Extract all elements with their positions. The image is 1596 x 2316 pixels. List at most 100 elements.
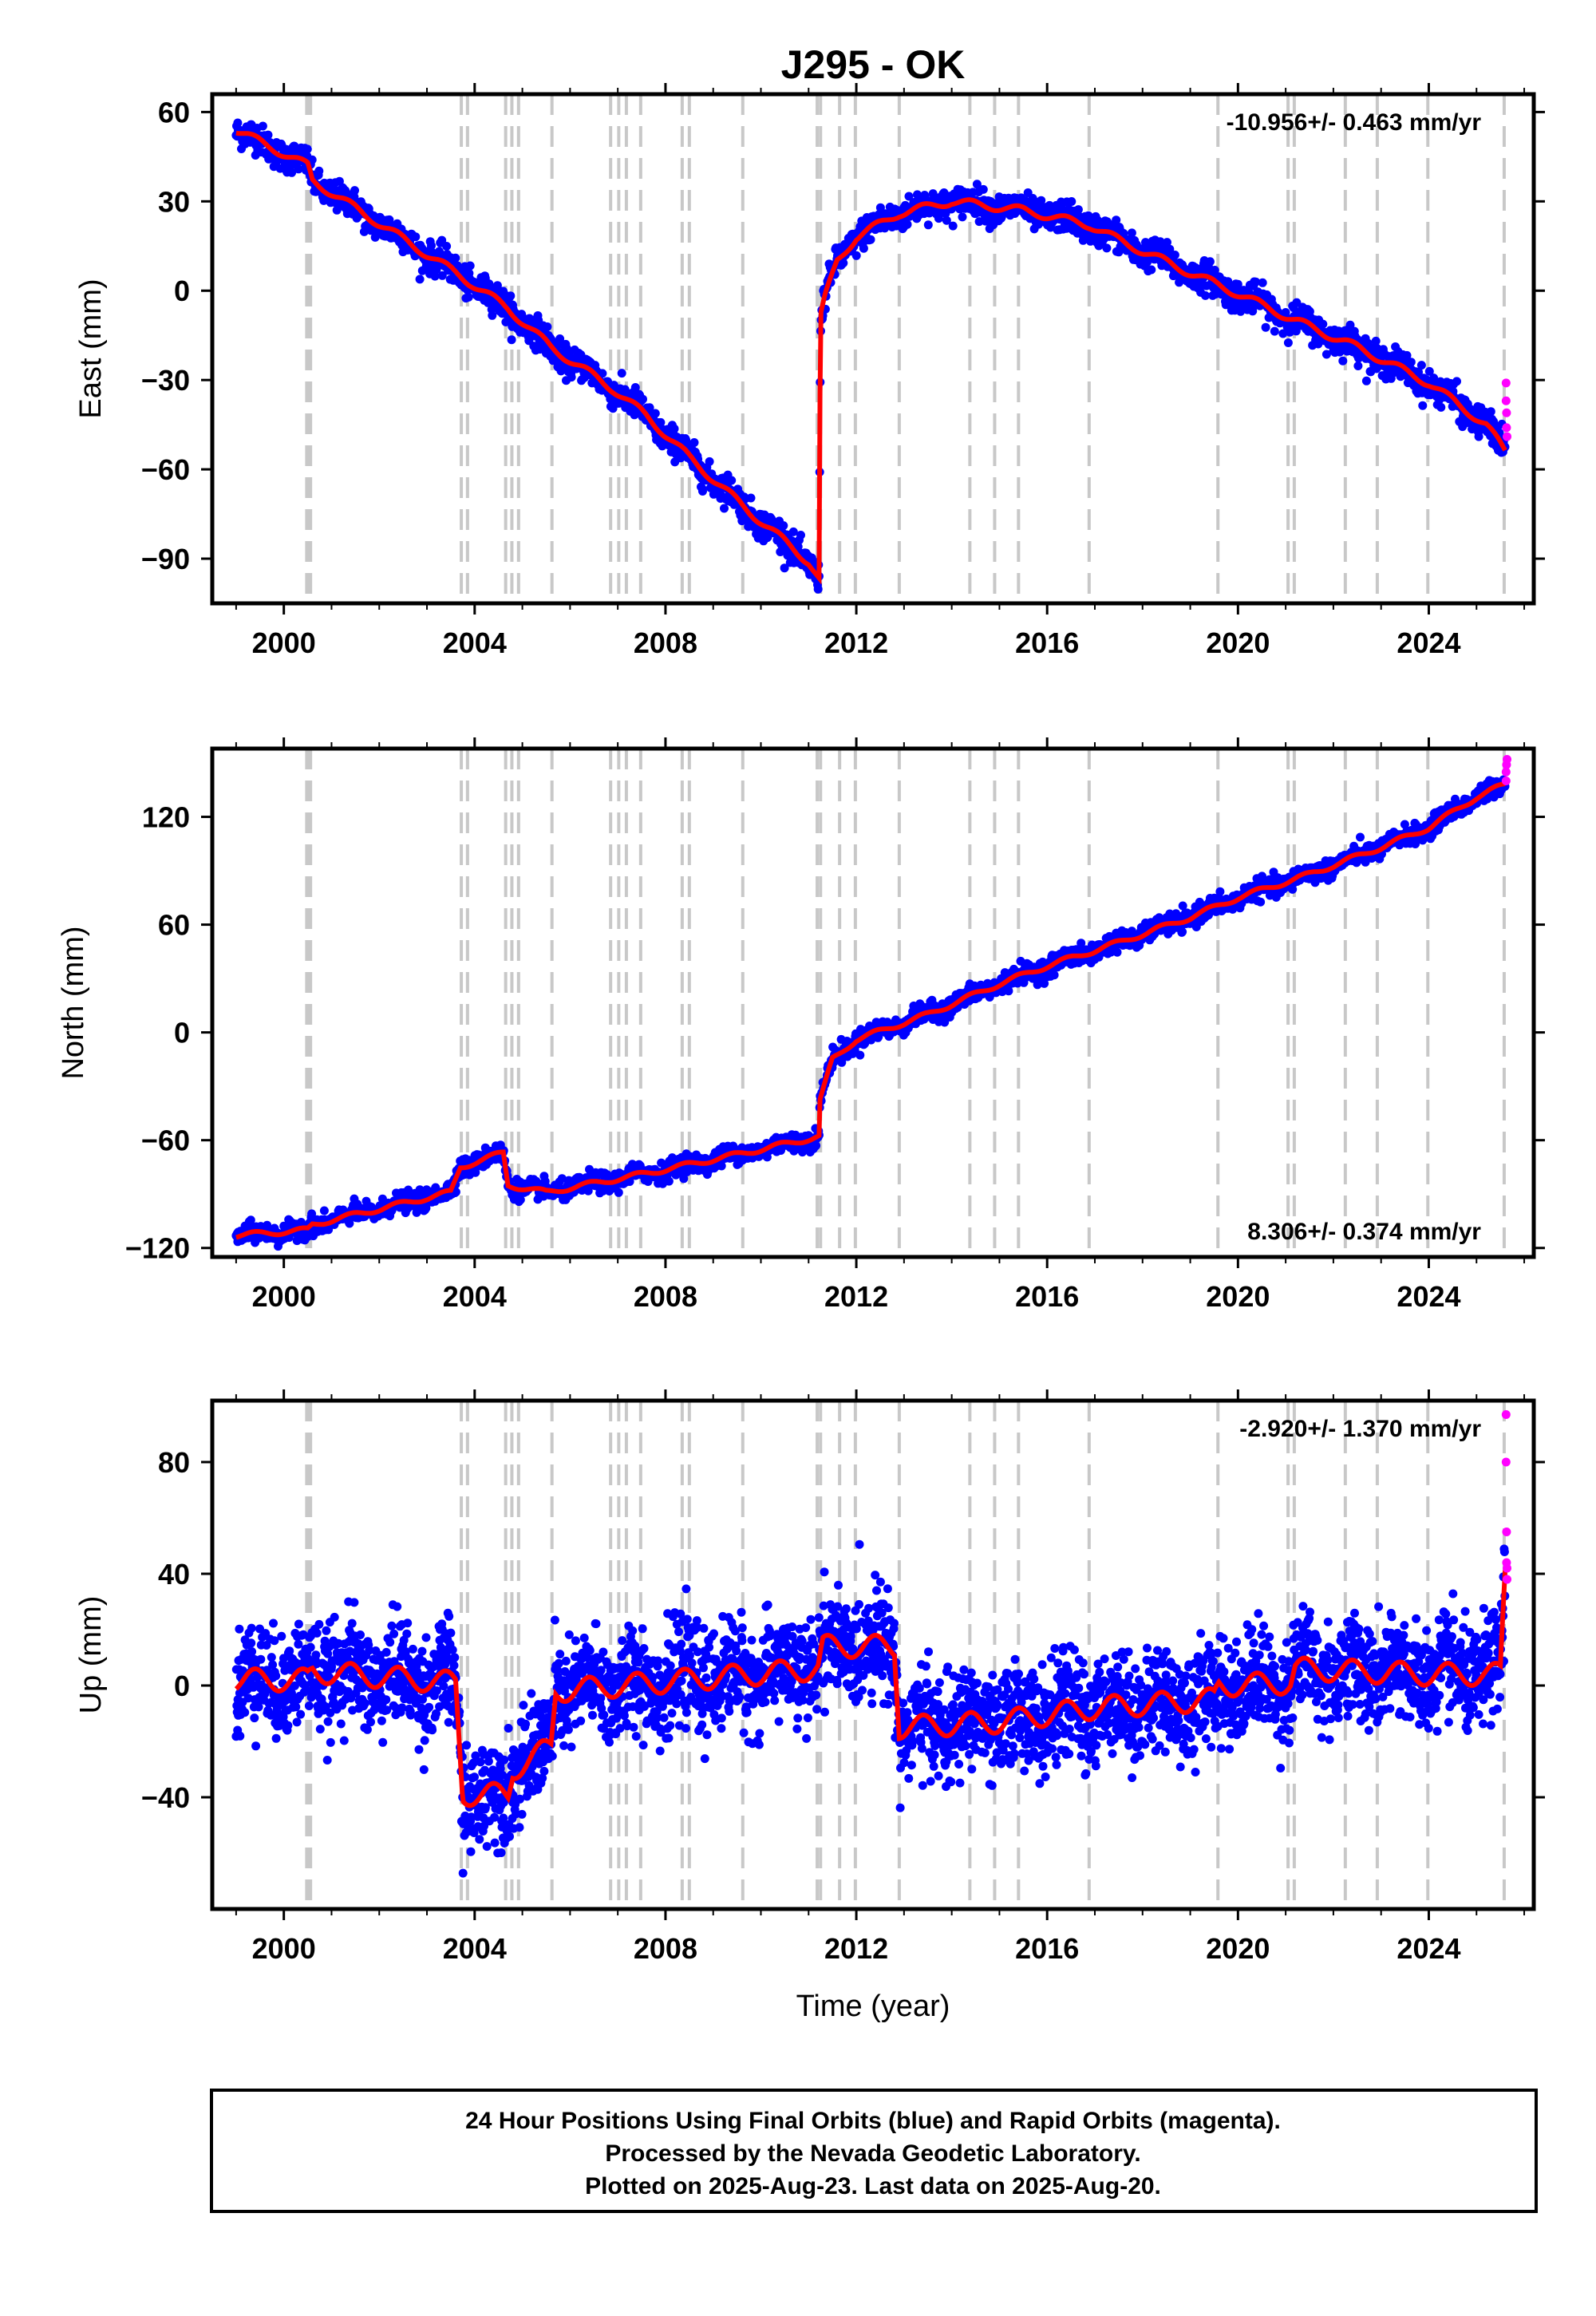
- data-point: [506, 291, 516, 301]
- data-point: [246, 1215, 255, 1225]
- data-point: [543, 322, 552, 331]
- data-point: [656, 417, 666, 427]
- data-point: [302, 144, 312, 154]
- final-orbit-points: [231, 118, 1510, 594]
- data-point: [464, 292, 473, 302]
- data-point: [1067, 197, 1077, 206]
- data-point: [507, 335, 516, 345]
- north-panel: 2000 2004 2008 2012 2016 2020 2024−120−6006012…: [57, 737, 1545, 1313]
- data-point: [630, 383, 640, 392]
- x-tick-label: 2004: [443, 626, 507, 659]
- data-point: [1147, 265, 1156, 275]
- plot-frame: [210, 92, 1536, 606]
- y-tick-label: 30: [158, 185, 190, 218]
- data-point: [1338, 356, 1348, 366]
- y-tick-label: −30: [141, 364, 190, 397]
- rapid-point: [1503, 432, 1512, 441]
- data-point: [1040, 978, 1049, 988]
- y-tick-label: 60: [158, 96, 190, 128]
- data-point: [657, 1158, 666, 1168]
- data-point: [451, 1188, 460, 1197]
- data-point: [1165, 244, 1175, 254]
- data-point: [1073, 205, 1083, 215]
- data-point: [1278, 329, 1288, 338]
- data-point: [1345, 320, 1355, 330]
- x-tick-label: 2008: [634, 626, 697, 659]
- y-tick-label: −60: [141, 453, 190, 486]
- rapid-point: [1501, 396, 1511, 405]
- data-point: [556, 366, 566, 376]
- data-point: [1077, 939, 1086, 948]
- data-point: [263, 130, 273, 140]
- data-point: [319, 1206, 329, 1215]
- data-point: [1112, 947, 1122, 957]
- data-point: [645, 403, 654, 413]
- data-point: [670, 424, 679, 433]
- data-point: [465, 261, 475, 271]
- data-point: [350, 186, 359, 196]
- data-point: [233, 118, 243, 128]
- y-axis-title: East (mm): [74, 279, 108, 418]
- data-point: [689, 438, 699, 447]
- data-point: [875, 203, 885, 212]
- plot-area: [231, 94, 1512, 603]
- data-point: [1406, 358, 1416, 367]
- data-point: [788, 527, 798, 536]
- data-point: [1256, 897, 1266, 907]
- data-point: [638, 394, 647, 404]
- data-point: [705, 456, 714, 466]
- data-point: [727, 476, 737, 485]
- data-point: [978, 184, 988, 194]
- data-point: [415, 275, 425, 284]
- data-point: [851, 251, 861, 260]
- final-orbit-points: [231, 775, 1510, 1251]
- x-tick-label: 2000: [252, 626, 316, 659]
- data-point: [617, 369, 626, 378]
- data-point: [1318, 319, 1328, 329]
- data-point: [1283, 338, 1293, 347]
- model-fit-line: [235, 130, 1507, 585]
- data-point: [679, 1174, 689, 1184]
- data-point: [1414, 367, 1423, 377]
- data-point: [1416, 361, 1426, 370]
- data-point: [1436, 402, 1446, 412]
- x-tick-label: 2016: [1015, 626, 1079, 659]
- data-point: [437, 235, 447, 245]
- rapid-point: [1502, 408, 1511, 417]
- data-point: [1037, 196, 1046, 205]
- data-point: [1486, 407, 1495, 417]
- data-point: [314, 166, 324, 176]
- data-point: [471, 1168, 480, 1177]
- data-point: [614, 1188, 623, 1197]
- x-tick-label: 2012: [824, 626, 888, 659]
- data-point: [942, 215, 951, 225]
- velocity-label: -10.956+/- 0.463 mm/yr: [1227, 109, 1482, 136]
- data-point: [839, 259, 848, 268]
- data-point: [1178, 901, 1187, 911]
- data-point: [746, 493, 756, 503]
- data-point: [430, 271, 440, 281]
- data-point: [867, 1035, 876, 1045]
- data-point: [793, 542, 803, 551]
- data-point: [1205, 257, 1215, 267]
- data-point: [437, 271, 447, 280]
- data-point: [1223, 277, 1233, 287]
- data-point: [1281, 308, 1290, 317]
- data-point: [1163, 238, 1171, 247]
- east-panel: 2000 2004 2008 2012 2016 2020 2024−90−60−30030…: [74, 83, 1545, 659]
- data-point: [1221, 300, 1231, 310]
- data-point: [427, 241, 436, 251]
- data-point: [1424, 366, 1434, 376]
- data-point: [958, 212, 967, 222]
- data-point: [1102, 243, 1112, 253]
- data-point: [812, 1141, 821, 1150]
- data-point: [796, 531, 805, 539]
- data-point: [779, 521, 788, 531]
- data-point: [934, 214, 943, 223]
- data-point: [1251, 277, 1261, 287]
- data-point: [345, 1219, 354, 1228]
- data-point: [1270, 326, 1279, 336]
- data-point: [1361, 376, 1371, 385]
- data-point: [720, 504, 729, 513]
- data-point: [948, 221, 958, 231]
